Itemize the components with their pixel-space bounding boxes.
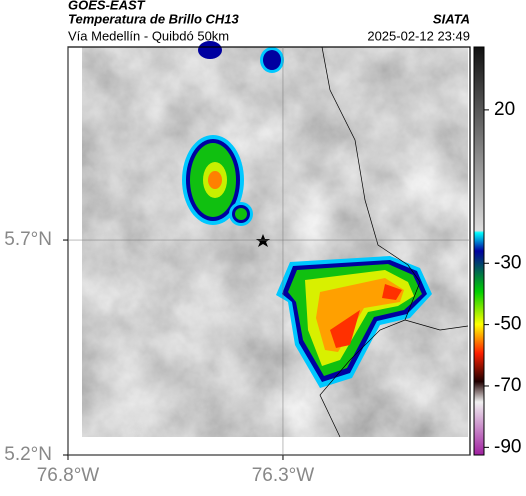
x-tick-label: 76.8°W xyxy=(37,465,100,486)
source: SIATA xyxy=(433,11,470,26)
colorbar-tick-label: -90 xyxy=(494,436,521,457)
colorbar-tick-label: -70 xyxy=(494,375,521,396)
colorbar xyxy=(473,46,485,456)
subtitle: Temperatura de Brillo CH13 xyxy=(68,11,240,26)
colorbar-tick-label: -30 xyxy=(494,252,521,273)
y-tick-label: 5.7°N xyxy=(4,229,52,250)
colorbar-tick-label: 20 xyxy=(494,99,515,120)
storm-north xyxy=(182,41,284,226)
x-tick-label: 76.3°W xyxy=(252,465,315,486)
location-star xyxy=(256,234,270,247)
timestamp: 2025-02-12 23:49 xyxy=(367,28,470,43)
y-tick-label: 5.2°N xyxy=(4,444,52,465)
title: GOES-EAST xyxy=(68,0,146,12)
map-imagery xyxy=(82,41,469,438)
colorbar-tick-label: -50 xyxy=(494,314,521,335)
route: Vía Medellín - Quibdó 50km xyxy=(68,28,229,43)
border xyxy=(319,46,469,438)
storm-south xyxy=(276,256,432,388)
